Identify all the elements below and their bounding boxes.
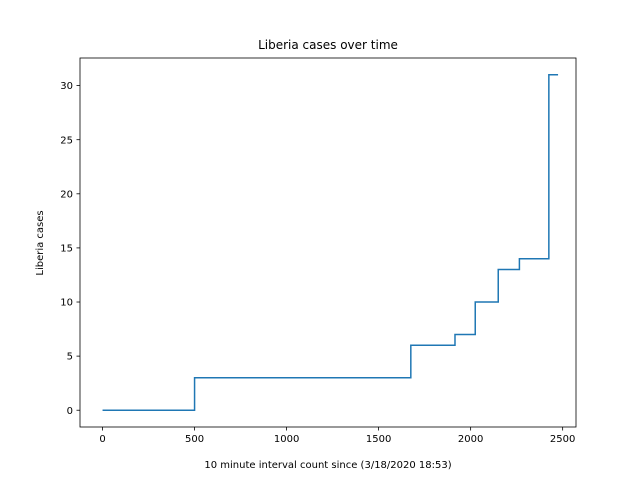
y-tick-label-25: 25 (60, 135, 73, 146)
y-tick-label-30: 30 (60, 81, 73, 92)
y-tick-label-0: 0 (67, 406, 73, 417)
x-axis-title: 10 minute interval count since (3/18/202… (204, 460, 451, 471)
y-tick-label-10: 10 (60, 298, 73, 309)
y-tick-label-20: 20 (60, 189, 73, 200)
x-tick-label-2000: 2000 (458, 434, 483, 445)
y-tick-label-15: 15 (60, 244, 73, 255)
axes-frame (79, 57, 577, 428)
x-tick-label-2500: 2500 (550, 434, 575, 445)
x-tick-label-1500: 1500 (366, 434, 391, 445)
y-axis-title: Liberia cases (35, 210, 46, 275)
x-tick-label-500: 500 (185, 434, 204, 445)
x-tick-label-1000: 1000 (274, 434, 299, 445)
x-tick-label-0: 0 (99, 434, 105, 445)
y-tick-label-5: 5 (67, 352, 73, 363)
series-line-0 (102, 74, 559, 411)
chart-title: Liberia cases over time (258, 38, 398, 52)
plot-area: 0 500 1000 1500 2000 2500 0 5 10 15 20 25 30 (60, 57, 577, 445)
